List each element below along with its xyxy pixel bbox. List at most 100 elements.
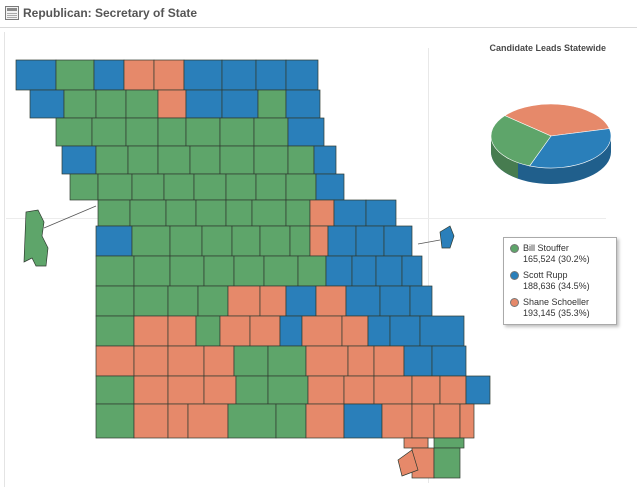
county[interactable]: [133, 345, 169, 377]
county[interactable]: [131, 173, 165, 201]
county[interactable]: [165, 199, 197, 227]
county[interactable]: [343, 403, 383, 439]
county[interactable]: [351, 255, 377, 287]
county[interactable]: [195, 199, 227, 227]
county-layer[interactable]: [15, 59, 491, 479]
county[interactable]: [153, 59, 185, 91]
county[interactable]: [185, 117, 221, 147]
county[interactable]: [231, 225, 261, 257]
county[interactable]: [367, 315, 391, 347]
county[interactable]: [285, 59, 319, 91]
county[interactable]: [403, 345, 433, 377]
county[interactable]: [465, 375, 491, 405]
county[interactable]: [195, 315, 221, 347]
county[interactable]: [253, 145, 289, 175]
county[interactable]: [285, 199, 311, 227]
county[interactable]: [219, 145, 255, 175]
county[interactable]: [307, 375, 345, 405]
county[interactable]: [187, 403, 229, 439]
county[interactable]: [373, 345, 405, 377]
county[interactable]: [411, 403, 435, 439]
county[interactable]: [221, 59, 257, 91]
county[interactable]: [411, 375, 441, 405]
county[interactable]: [61, 145, 97, 175]
county[interactable]: [183, 59, 223, 91]
county[interactable]: [225, 173, 257, 201]
county[interactable]: [257, 89, 287, 119]
county[interactable]: [227, 285, 261, 317]
county[interactable]: [193, 173, 227, 201]
county[interactable]: [301, 315, 343, 347]
county[interactable]: [403, 437, 429, 449]
county[interactable]: [315, 173, 345, 201]
county[interactable]: [55, 59, 95, 91]
county[interactable]: [95, 345, 135, 377]
county[interactable]: [347, 345, 375, 377]
county[interactable]: [169, 255, 205, 287]
county[interactable]: [313, 145, 337, 175]
county[interactable]: [275, 403, 307, 439]
county[interactable]: [23, 209, 49, 267]
county[interactable]: [201, 225, 233, 257]
county[interactable]: [341, 315, 369, 347]
county[interactable]: [93, 59, 125, 91]
county[interactable]: [167, 403, 189, 439]
county[interactable]: [157, 145, 191, 175]
county[interactable]: [167, 345, 205, 377]
county[interactable]: [169, 225, 203, 257]
county[interactable]: [267, 345, 307, 377]
county[interactable]: [225, 199, 253, 227]
county[interactable]: [433, 403, 461, 439]
county[interactable]: [97, 199, 131, 227]
county[interactable]: [355, 225, 385, 257]
county[interactable]: [379, 285, 411, 317]
county[interactable]: [123, 59, 155, 91]
county[interactable]: [221, 89, 259, 119]
county[interactable]: [203, 345, 235, 377]
county[interactable]: [251, 199, 287, 227]
county[interactable]: [255, 173, 287, 201]
county[interactable]: [125, 117, 159, 147]
county[interactable]: [255, 59, 287, 91]
county[interactable]: [253, 117, 289, 147]
county[interactable]: [95, 403, 135, 439]
county[interactable]: [289, 225, 311, 257]
county[interactable]: [219, 117, 255, 147]
county[interactable]: [343, 375, 375, 405]
county[interactable]: [91, 117, 127, 147]
county[interactable]: [327, 225, 357, 257]
county[interactable]: [95, 375, 135, 405]
county[interactable]: [383, 225, 413, 257]
county[interactable]: [345, 285, 381, 317]
pie-slice[interactable]: [529, 128, 612, 169]
county[interactable]: [431, 345, 467, 377]
county[interactable]: [227, 403, 277, 439]
county[interactable]: [133, 255, 171, 287]
county[interactable]: [185, 89, 223, 119]
county[interactable]: [95, 315, 135, 347]
county[interactable]: [287, 145, 315, 175]
county[interactable]: [439, 225, 455, 249]
county[interactable]: [15, 59, 57, 91]
county[interactable]: [167, 375, 205, 405]
county[interactable]: [315, 285, 347, 317]
county[interactable]: [285, 285, 317, 317]
county[interactable]: [95, 225, 133, 257]
county[interactable]: [203, 375, 237, 405]
county[interactable]: [287, 117, 325, 147]
county[interactable]: [259, 285, 287, 317]
county[interactable]: [279, 315, 303, 347]
county[interactable]: [233, 255, 265, 287]
county[interactable]: [219, 315, 251, 347]
county[interactable]: [95, 89, 127, 119]
county[interactable]: [133, 285, 169, 317]
county[interactable]: [125, 89, 159, 119]
county[interactable]: [131, 225, 171, 257]
county[interactable]: [419, 315, 465, 347]
pie-slice[interactable]: [504, 103, 610, 137]
county[interactable]: [157, 89, 187, 119]
pie-slice[interactable]: [490, 115, 552, 167]
county[interactable]: [433, 437, 465, 449]
county[interactable]: [263, 255, 299, 287]
